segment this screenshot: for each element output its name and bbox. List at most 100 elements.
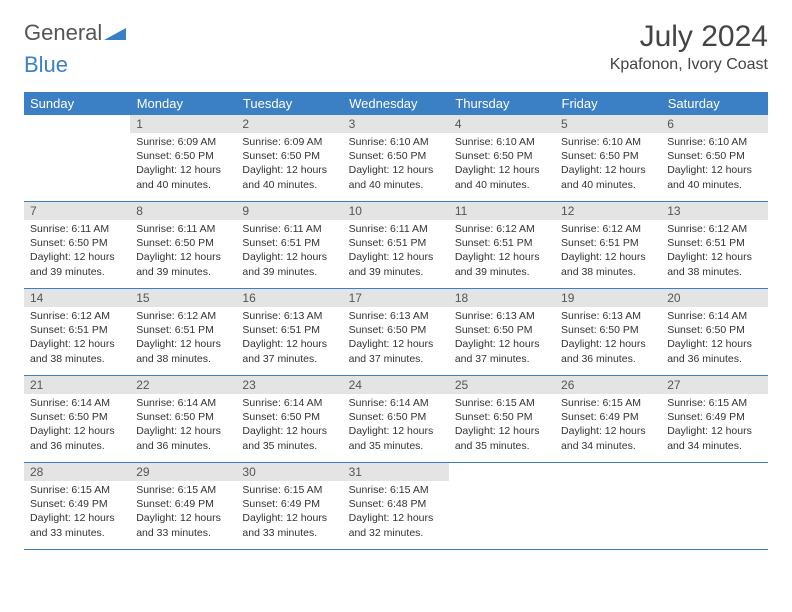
day-number: 28 <box>24 463 130 481</box>
day-details: Sunrise: 6:12 AMSunset: 6:51 PMDaylight:… <box>130 307 236 370</box>
day-details: Sunrise: 6:13 AMSunset: 6:50 PMDaylight:… <box>449 307 555 370</box>
calendar-week-row: 14Sunrise: 6:12 AMSunset: 6:51 PMDayligh… <box>24 289 768 376</box>
calendar-day-cell: 15Sunrise: 6:12 AMSunset: 6:51 PMDayligh… <box>130 289 236 376</box>
calendar-body: 1Sunrise: 6:09 AMSunset: 6:50 PMDaylight… <box>24 115 768 550</box>
day-number: 29 <box>130 463 236 481</box>
day-details: Sunrise: 6:10 AMSunset: 6:50 PMDaylight:… <box>343 133 449 196</box>
day-details: Sunrise: 6:10 AMSunset: 6:50 PMDaylight:… <box>449 133 555 196</box>
location-label: Kpafonon, Ivory Coast <box>610 56 768 74</box>
day-number: 7 <box>24 202 130 220</box>
calendar-day-cell: 11Sunrise: 6:12 AMSunset: 6:51 PMDayligh… <box>449 202 555 289</box>
day-number <box>449 463 555 481</box>
calendar-day-cell <box>555 463 661 550</box>
month-title: July 2024 <box>610 20 768 54</box>
day-details: Sunrise: 6:10 AMSunset: 6:50 PMDaylight:… <box>555 133 661 196</box>
calendar-day-cell: 30Sunrise: 6:15 AMSunset: 6:49 PMDayligh… <box>236 463 342 550</box>
day-number: 22 <box>130 376 236 394</box>
weekday-header: Wednesday <box>343 92 449 115</box>
day-number <box>24 115 130 133</box>
calendar-day-cell: 1Sunrise: 6:09 AMSunset: 6:50 PMDaylight… <box>130 115 236 202</box>
calendar-day-cell: 25Sunrise: 6:15 AMSunset: 6:50 PMDayligh… <box>449 376 555 463</box>
day-details: Sunrise: 6:11 AMSunset: 6:51 PMDaylight:… <box>236 220 342 283</box>
weekday-header: Sunday <box>24 92 130 115</box>
day-number: 10 <box>343 202 449 220</box>
day-number: 20 <box>661 289 767 307</box>
day-number: 1 <box>130 115 236 133</box>
day-details: Sunrise: 6:10 AMSunset: 6:50 PMDaylight:… <box>661 133 767 196</box>
day-details: Sunrise: 6:11 AMSunset: 6:50 PMDaylight:… <box>130 220 236 283</box>
day-number: 5 <box>555 115 661 133</box>
calendar-day-cell: 6Sunrise: 6:10 AMSunset: 6:50 PMDaylight… <box>661 115 767 202</box>
day-number: 27 <box>661 376 767 394</box>
day-number: 25 <box>449 376 555 394</box>
calendar-day-cell: 28Sunrise: 6:15 AMSunset: 6:49 PMDayligh… <box>24 463 130 550</box>
weekday-header: Friday <box>555 92 661 115</box>
day-number: 9 <box>236 202 342 220</box>
calendar-week-row: 21 Sunrise: 6:14 AMSunset: 6:50 PMDayligh… <box>24 376 768 463</box>
weekday-header: Monday <box>130 92 236 115</box>
day-details: Sunrise: 6:14 AMSunset: 6:50 PMDaylight:… <box>661 307 767 370</box>
calendar-day-cell: 2Sunrise: 6:09 AMSunset: 6:50 PMDaylight… <box>236 115 342 202</box>
day-number: 4 <box>449 115 555 133</box>
calendar-day-cell: 21Sunrise: 6:14 AMSunset: 6:50 PMDayligh… <box>24 376 130 463</box>
calendar-table: SundayMondayTuesdayWednesdayThursdayFrid… <box>24 92 768 550</box>
calendar-day-cell: 16Sunrise: 6:13 AMSunset: 6:51 PMDayligh… <box>236 289 342 376</box>
calendar-day-cell: 26Sunrise: 6:15 AMSunset: 6:49 PMDayligh… <box>555 376 661 463</box>
day-details: Sunrise: 6:15 AMSunset: 6:49 PMDaylight:… <box>555 394 661 457</box>
day-number: 19 <box>555 289 661 307</box>
day-details: Sunrise: 6:14 AMSunset: 6:50 PMDaylight:… <box>236 394 342 457</box>
day-details: Sunrise: 6:09 AMSunset: 6:50 PMDaylight:… <box>236 133 342 196</box>
day-details: Sunrise: 6:15 AMSunset: 6:49 PMDaylight:… <box>130 481 236 544</box>
day-number: 26 <box>555 376 661 394</box>
calendar-day-cell: 24Sunrise: 6:14 AMSunset: 6:50 PMDayligh… <box>343 376 449 463</box>
day-number: 14 <box>24 289 130 307</box>
day-number: 24 <box>343 376 449 394</box>
logo-triangle-icon <box>104 20 126 46</box>
day-details: Sunrise: 6:14 AMSunset: 6:50 PMDaylight:… <box>343 394 449 457</box>
day-number: 21 <box>24 376 130 394</box>
day-number: 3 <box>343 115 449 133</box>
weekday-header: Thursday <box>449 92 555 115</box>
day-number <box>555 463 661 481</box>
day-details: Sunrise: 6:11 AMSunset: 6:51 PMDaylight:… <box>343 220 449 283</box>
day-number: 23 <box>236 376 342 394</box>
calendar-day-cell: 17Sunrise: 6:13 AMSunset: 6:50 PMDayligh… <box>343 289 449 376</box>
calendar-day-cell: 10Sunrise: 6:11 AMSunset: 6:51 PMDayligh… <box>343 202 449 289</box>
calendar-day-cell: 14Sunrise: 6:12 AMSunset: 6:51 PMDayligh… <box>24 289 130 376</box>
calendar-day-cell: 18Sunrise: 6:13 AMSunset: 6:50 PMDayligh… <box>449 289 555 376</box>
calendar-day-cell: 9Sunrise: 6:11 AMSunset: 6:51 PMDaylight… <box>236 202 342 289</box>
day-number: 16 <box>236 289 342 307</box>
day-details: Sunrise: 6:13 AMSunset: 6:50 PMDaylight:… <box>343 307 449 370</box>
logo-text-general: General <box>24 20 102 46</box>
calendar-day-cell: 31Sunrise: 6:15 AMSunset: 6:48 PMDayligh… <box>343 463 449 550</box>
day-number: 15 <box>130 289 236 307</box>
day-details: Sunrise: 6:12 AMSunset: 6:51 PMDaylight:… <box>24 307 130 370</box>
day-details: Sunrise: 6:12 AMSunset: 6:51 PMDaylight:… <box>661 220 767 283</box>
day-number: 2 <box>236 115 342 133</box>
calendar-day-cell: 20Sunrise: 6:14 AMSunset: 6:50 PMDayligh… <box>661 289 767 376</box>
calendar-day-cell: 5Sunrise: 6:10 AMSunset: 6:50 PMDaylight… <box>555 115 661 202</box>
weekday-header: Saturday <box>661 92 767 115</box>
day-number <box>661 463 767 481</box>
calendar-week-row: 1Sunrise: 6:09 AMSunset: 6:50 PMDaylight… <box>24 115 768 202</box>
day-number: 6 <box>661 115 767 133</box>
day-details: Sunrise: 6:13 AMSunset: 6:51 PMDaylight:… <box>236 307 342 370</box>
calendar-header-row: SundayMondayTuesdayWednesdayThursdayFrid… <box>24 92 768 115</box>
day-number: 30 <box>236 463 342 481</box>
day-number: 8 <box>130 202 236 220</box>
calendar-day-cell <box>24 115 130 202</box>
calendar-day-cell: 23Sunrise: 6:14 AMSunset: 6:50 PMDayligh… <box>236 376 342 463</box>
calendar-day-cell: 19Sunrise: 6:13 AMSunset: 6:50 PMDayligh… <box>555 289 661 376</box>
day-number: 13 <box>661 202 767 220</box>
calendar-day-cell: 8Sunrise: 6:11 AMSunset: 6:50 PMDaylight… <box>130 202 236 289</box>
calendar-day-cell: 4Sunrise: 6:10 AMSunset: 6:50 PMDaylight… <box>449 115 555 202</box>
calendar-day-cell: 7Sunrise: 6:11 AMSunset: 6:50 PMDaylight… <box>24 202 130 289</box>
logo: General <box>24 20 126 46</box>
day-details: Sunrise: 6:13 AMSunset: 6:50 PMDaylight:… <box>555 307 661 370</box>
calendar-day-cell: 27Sunrise: 6:15 AMSunset: 6:49 PMDayligh… <box>661 376 767 463</box>
day-details: Sunrise: 6:09 AMSunset: 6:50 PMDaylight:… <box>130 133 236 196</box>
day-details: Sunrise: 6:15 AMSunset: 6:49 PMDaylight:… <box>661 394 767 457</box>
day-details: Sunrise: 6:12 AMSunset: 6:51 PMDaylight:… <box>449 220 555 283</box>
day-number: 12 <box>555 202 661 220</box>
calendar-day-cell <box>661 463 767 550</box>
